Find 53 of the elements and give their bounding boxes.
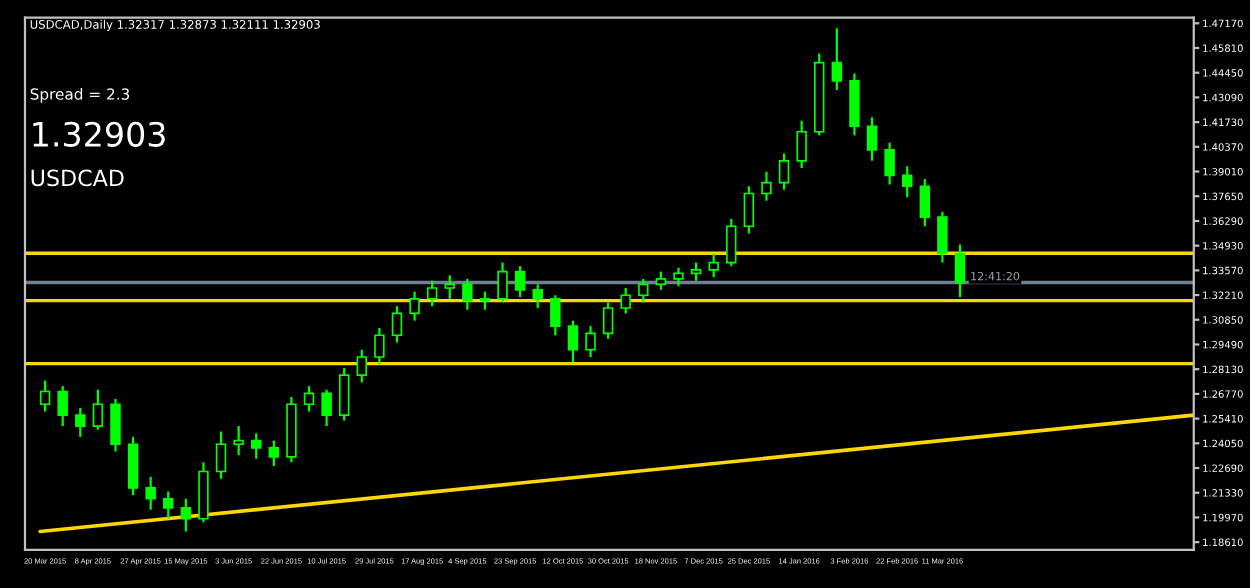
candlestick xyxy=(303,384,315,413)
candlestick xyxy=(514,265,526,299)
candlestick xyxy=(743,185,755,235)
candlestick xyxy=(180,497,192,533)
candlestick xyxy=(479,290,491,311)
candlestick xyxy=(726,217,737,268)
candlestick xyxy=(919,177,931,228)
candlestick xyxy=(884,141,895,186)
candlestick xyxy=(585,325,596,359)
candlestick xyxy=(198,461,209,524)
candlestick xyxy=(690,261,702,282)
candlestick xyxy=(532,283,543,310)
candlestick xyxy=(251,432,262,460)
candlestick xyxy=(796,119,807,170)
candlestick xyxy=(638,277,649,304)
candlestick xyxy=(426,279,438,308)
candlestick xyxy=(391,305,403,344)
candlestick xyxy=(444,274,456,300)
candlestick xyxy=(831,27,843,92)
candlestick xyxy=(338,366,350,422)
candlestick xyxy=(127,435,139,497)
candlestick xyxy=(497,261,508,304)
candlestick xyxy=(92,388,104,431)
candlestick xyxy=(374,326,385,366)
annotation: USDCAD xyxy=(31,169,124,187)
candlestick xyxy=(215,430,227,480)
candlestick xyxy=(233,424,244,457)
candlestick xyxy=(954,243,966,299)
candlestick xyxy=(409,290,420,322)
candlestick xyxy=(901,165,913,199)
candlestick xyxy=(356,348,368,384)
annotation: 1.32903 xyxy=(33,121,165,147)
candlestick xyxy=(761,170,772,202)
candlestick xyxy=(163,490,174,520)
candlestick xyxy=(268,439,280,468)
candlestick xyxy=(708,252,719,279)
candlestick xyxy=(655,270,667,291)
candlestick xyxy=(110,397,121,453)
candlestick xyxy=(57,384,68,428)
candlestick xyxy=(567,319,579,364)
candlestick xyxy=(673,266,684,288)
candlestick xyxy=(75,406,86,439)
candlestick xyxy=(145,475,156,511)
candlestick xyxy=(602,301,614,340)
candlestick xyxy=(620,286,631,315)
candlestick xyxy=(321,388,332,428)
candlestick xyxy=(866,116,878,162)
candlestick xyxy=(849,72,860,137)
candlestick xyxy=(39,379,51,413)
candlestick xyxy=(778,152,790,191)
candlestick xyxy=(550,294,561,337)
candlestick xyxy=(937,210,948,264)
candlestick xyxy=(462,277,473,311)
